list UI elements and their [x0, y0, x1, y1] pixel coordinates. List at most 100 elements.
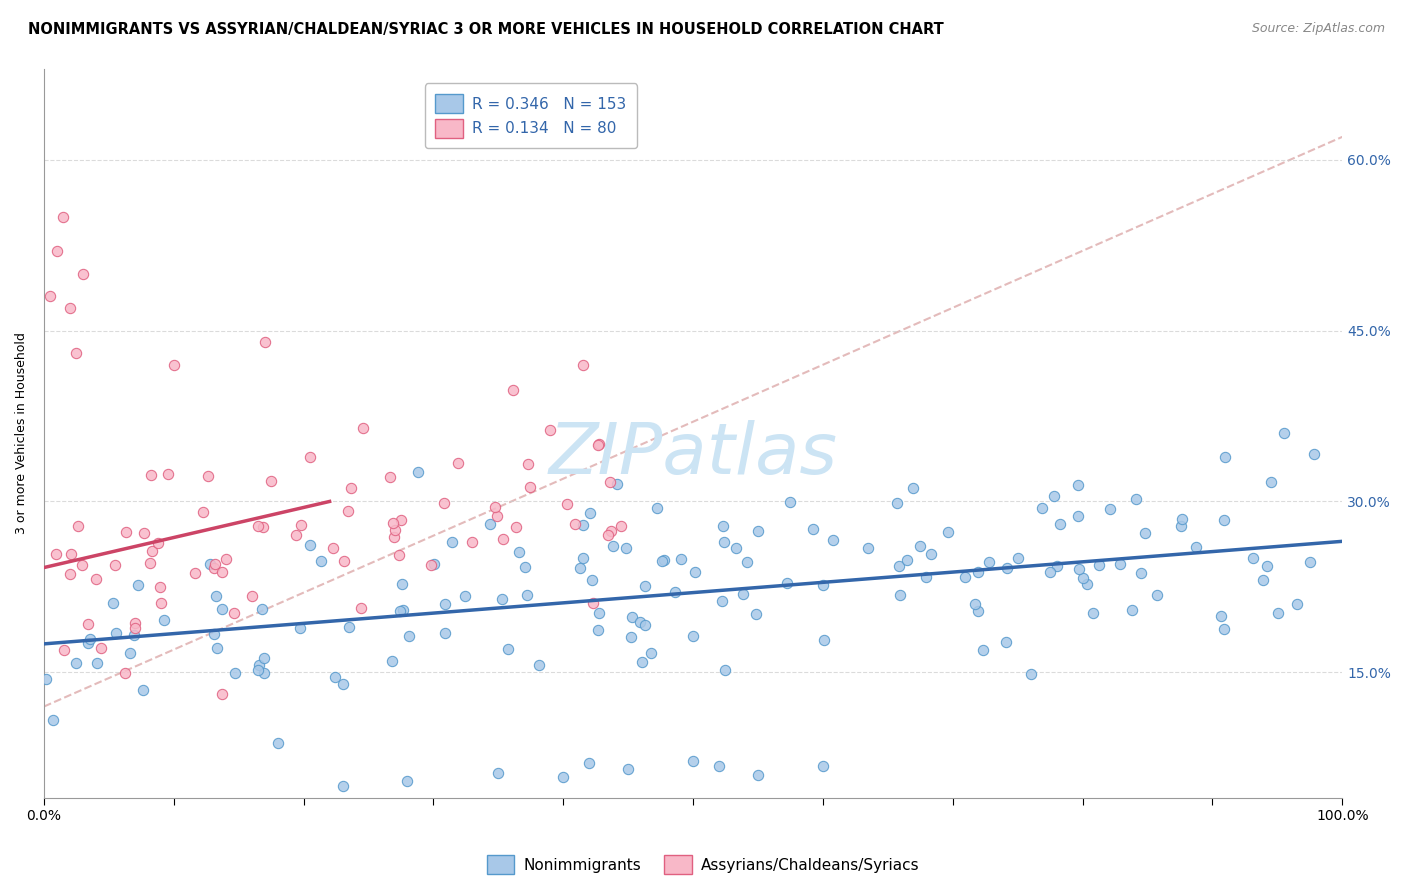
- Point: [392, 603, 415, 617]
- Point: [200, 558, 222, 572]
- Point: [184, 566, 207, 580]
- Point: [65, 346, 87, 360]
- Point: [115, 524, 138, 539]
- Point: [205, 589, 228, 603]
- Point: [628, 615, 651, 629]
- Point: [247, 519, 270, 533]
- Point: [398, 630, 420, 644]
- Point: [631, 655, 654, 669]
- Point: [388, 548, 411, 562]
- Point: [606, 477, 628, 491]
- Point: [920, 547, 942, 561]
- Point: [588, 438, 610, 452]
- Point: [333, 554, 356, 568]
- Point: [588, 607, 610, 621]
- Point: [1125, 492, 1147, 507]
- Point: [406, 465, 429, 479]
- Point: [1130, 566, 1153, 581]
- Point: [664, 585, 686, 599]
- Point: [586, 623, 609, 637]
- Y-axis label: 3 or more Vehicles in Household: 3 or more Vehicles in Household: [15, 332, 28, 534]
- Point: [149, 596, 172, 610]
- Point: [1045, 558, 1067, 573]
- Point: [1213, 513, 1236, 527]
- Point: [571, 518, 593, 533]
- Point: [104, 558, 127, 573]
- Point: [124, 616, 146, 631]
- Point: [1256, 559, 1278, 574]
- Point: [682, 629, 704, 643]
- Point: [578, 506, 600, 520]
- Point: [90, 640, 112, 655]
- Point: [995, 561, 1018, 575]
- Point: [202, 627, 225, 641]
- Point: [1067, 477, 1090, 491]
- Point: [132, 682, 155, 697]
- Point: [122, 628, 145, 642]
- Point: [253, 651, 276, 665]
- Point: [204, 557, 226, 571]
- Point: [505, 520, 527, 534]
- Point: [76, 636, 98, 650]
- Point: [66, 519, 89, 533]
- Point: [382, 530, 405, 544]
- Point: [527, 657, 550, 672]
- Point: [1241, 551, 1264, 566]
- Point: [252, 665, 274, 680]
- Point: [609, 518, 631, 533]
- Point: [733, 587, 755, 601]
- Point: [1043, 489, 1066, 503]
- Point: [222, 606, 245, 620]
- Point: [747, 524, 769, 538]
- Point: [224, 666, 246, 681]
- Point: [84, 572, 107, 586]
- Point: [901, 481, 924, 495]
- Point: [966, 565, 988, 579]
- Point: [322, 541, 344, 555]
- Point: [350, 600, 373, 615]
- Point: [1099, 502, 1122, 516]
- Point: [492, 533, 515, 547]
- Point: [571, 358, 593, 372]
- Point: [215, 551, 238, 566]
- Point: [260, 474, 283, 488]
- Point: [582, 596, 605, 610]
- Point: [517, 457, 540, 471]
- Point: [460, 534, 482, 549]
- Point: [247, 657, 270, 672]
- Point: [454, 589, 477, 603]
- Point: [889, 588, 911, 602]
- Point: [101, 596, 124, 610]
- Point: [79, 632, 101, 647]
- Point: [569, 561, 592, 575]
- Point: [1170, 519, 1192, 533]
- Point: [202, 561, 225, 575]
- Point: [581, 573, 603, 587]
- Point: [979, 555, 1001, 569]
- Point: [1031, 500, 1053, 515]
- Point: [724, 541, 747, 556]
- Point: [776, 576, 799, 591]
- Point: [682, 754, 704, 768]
- Point: [290, 621, 312, 635]
- Point: [132, 526, 155, 541]
- Point: [339, 481, 361, 495]
- Point: [253, 334, 276, 349]
- Point: [337, 619, 360, 633]
- Point: [599, 524, 621, 539]
- Point: [491, 591, 513, 606]
- Point: [1302, 447, 1324, 461]
- Point: [896, 553, 918, 567]
- Point: [747, 768, 769, 782]
- Point: [163, 358, 186, 372]
- Point: [1021, 666, 1043, 681]
- Point: [617, 762, 640, 776]
- Text: NONIMMIGRANTS VS ASSYRIAN/CHALDEAN/SYRIAC 3 OR MORE VEHICLES IN HOUSEHOLD CORREL: NONIMMIGRANTS VS ASSYRIAN/CHALDEAN/SYRIA…: [28, 22, 943, 37]
- Point: [139, 556, 162, 570]
- Point: [713, 535, 735, 549]
- Point: [114, 665, 136, 680]
- Point: [65, 657, 87, 671]
- Point: [779, 495, 801, 509]
- Point: [420, 558, 443, 572]
- Point: [105, 626, 128, 640]
